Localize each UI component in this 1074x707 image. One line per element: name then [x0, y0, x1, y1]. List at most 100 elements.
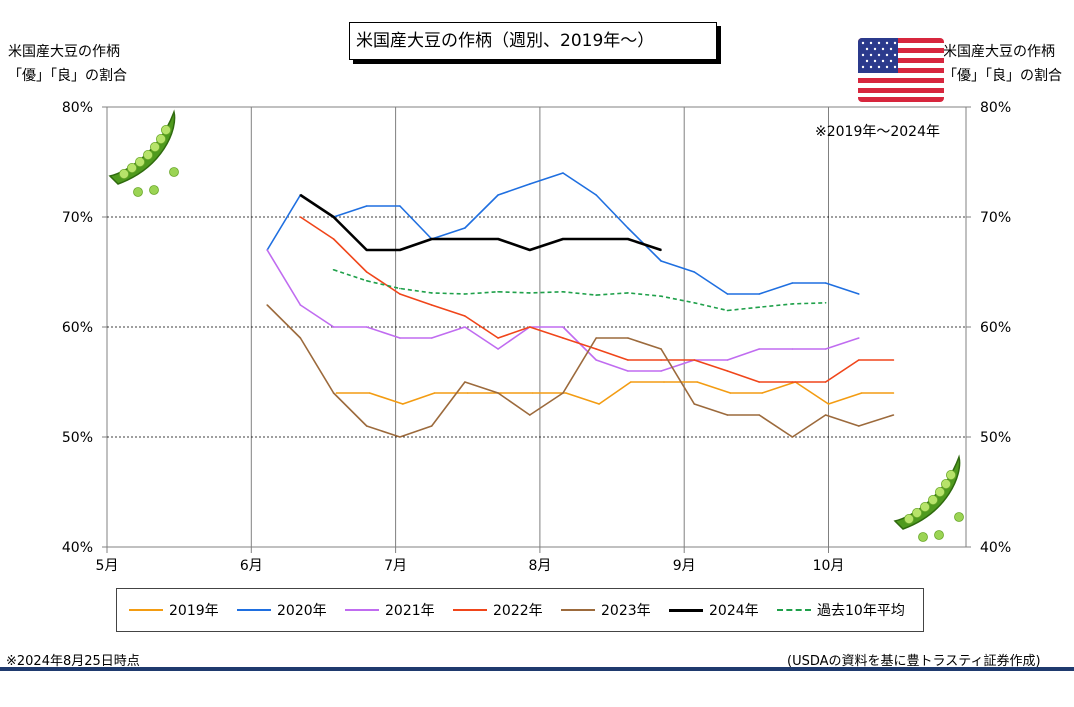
data-point-0 [531, 392, 534, 394]
loose-pea [169, 167, 179, 177]
legend-swatch [669, 608, 703, 612]
y-tick-label-left: 70% [62, 210, 93, 226]
chart-title: 米国産大豆の作柄（週別、2019年～） [349, 22, 717, 60]
data-point-5 [528, 249, 531, 251]
legend: 2019年 2020年 2021年 2022年 2023年 2024年 過去10年平均 [116, 588, 924, 632]
data-point-0 [663, 381, 665, 383]
legend-label: 2019年 [169, 603, 219, 619]
left-axis-label: 米国産大豆の作柄 「優」「良」の割合 [8, 40, 127, 88]
data-point-5 [660, 249, 662, 251]
data-point-3 [791, 381, 794, 383]
pea [161, 124, 172, 135]
data-point-5 [562, 238, 564, 240]
data-point-1 [693, 271, 696, 273]
data-point-1 [365, 205, 368, 207]
data-point-1 [758, 293, 761, 295]
loose-pea [133, 187, 143, 197]
data-point-3 [365, 271, 368, 273]
legend-swatch [237, 609, 271, 611]
data-point-2 [858, 337, 860, 339]
y-tick-label-right: 80% [980, 100, 1011, 116]
data-point-4 [726, 414, 729, 416]
legend-swatch [777, 609, 811, 611]
data-point-4 [595, 337, 597, 339]
left-axis-label-line2: 「優」「良」の割合 [8, 68, 127, 84]
data-point-6 [758, 306, 761, 309]
data-point-0 [630, 381, 632, 383]
data-point-2 [497, 348, 499, 350]
legend-label: 過去10年平均 [817, 603, 905, 619]
legend-label: 2023年 [601, 603, 651, 619]
pea [150, 142, 161, 153]
series-line-6 [333, 269, 826, 312]
data-point-3 [693, 359, 696, 361]
pea [928, 495, 939, 506]
bottom-divider [0, 667, 1074, 671]
loose-pea [918, 532, 928, 542]
data-point-0 [565, 392, 567, 394]
data-point-2 [627, 370, 629, 372]
data-point-3 [892, 359, 895, 361]
data-point-1 [726, 293, 729, 295]
data-point-2 [464, 326, 466, 328]
pea [935, 487, 946, 498]
legend-label: 2024年 [709, 603, 759, 619]
data-point-4 [266, 304, 268, 306]
right-axis-label: 米国産大豆の作柄 「優」「良」の割合 [943, 40, 1062, 88]
y-tick-label-right: 60% [980, 320, 1011, 336]
y-tick-label-left: 50% [62, 430, 93, 446]
data-point-5 [332, 216, 335, 218]
data-point-3 [399, 293, 401, 295]
data-point-6 [824, 302, 827, 304]
x-tick-label: 8月 [528, 558, 551, 574]
data-point-3 [758, 381, 761, 383]
legend-label: 2020年 [277, 603, 327, 619]
y-tick-label-left: 80% [62, 100, 93, 116]
data-point-3 [430, 304, 433, 306]
x-tick-label: 7月 [384, 558, 407, 574]
data-point-5 [595, 238, 597, 240]
loose-pea [954, 512, 964, 522]
pea [156, 133, 167, 144]
y-tick-label-left: 40% [62, 540, 93, 556]
data-point-4 [464, 381, 466, 383]
data-point-2 [430, 337, 433, 339]
data-point-0 [598, 403, 600, 405]
legend-swatch [453, 609, 487, 611]
data-point-2 [399, 337, 401, 339]
data-point-3 [858, 359, 860, 361]
right-axis-label-line1: 米国産大豆の作柄 [943, 44, 1055, 60]
legend-item: 過去10年平均 [777, 589, 905, 631]
legend-label: 2022年 [493, 603, 543, 619]
data-point-5 [497, 238, 499, 240]
data-point-6 [528, 292, 531, 294]
data-point-2 [299, 304, 302, 306]
data-point-5 [464, 238, 466, 240]
data-point-6 [660, 295, 662, 298]
legend-label: 2021年 [385, 603, 435, 619]
data-point-6 [365, 280, 368, 282]
data-point-3 [528, 326, 531, 328]
data-point-0 [368, 392, 371, 394]
data-point-3 [332, 238, 335, 240]
data-point-3 [497, 337, 499, 339]
data-point-4 [528, 414, 531, 416]
data-point-4 [332, 392, 335, 394]
data-point-4 [660, 348, 662, 350]
pea [126, 163, 137, 174]
data-point-2 [266, 249, 268, 251]
data-point-1 [627, 227, 629, 229]
data-point-5 [365, 249, 368, 251]
data-point-2 [726, 359, 729, 361]
pea [941, 478, 952, 489]
data-point-4 [627, 337, 629, 339]
data-point-1 [858, 293, 860, 295]
data-point-2 [332, 326, 335, 328]
data-point-0 [892, 392, 895, 394]
data-point-6 [464, 293, 466, 295]
pea [134, 157, 145, 168]
data-point-0 [402, 403, 404, 405]
data-point-2 [791, 348, 794, 350]
data-point-6 [693, 302, 696, 304]
